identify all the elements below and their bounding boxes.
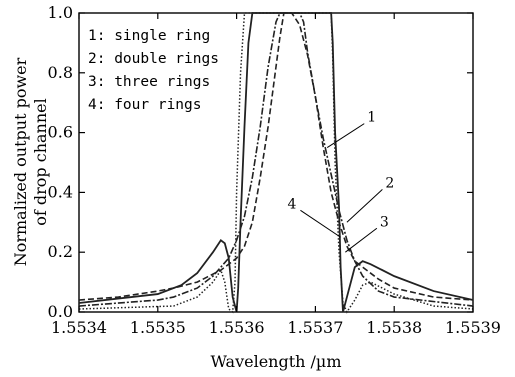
y-tick-label: 0.6	[48, 123, 73, 142]
annotation-leader-3	[345, 227, 378, 253]
annotation-label-2: 2	[385, 175, 394, 191]
legend-entry-2: 2: double rings	[88, 51, 219, 67]
x-tick-label: 1.5535	[130, 318, 186, 337]
legend-entry-1: 1: single ring	[88, 28, 210, 44]
y-tick-label: 0.0	[48, 302, 73, 321]
x-axis-label: Wavelength /µm	[210, 352, 341, 371]
y-axis-label: Normalized output power of drop channel	[11, 57, 50, 266]
y-tick-label: 0.4	[48, 182, 73, 201]
x-tick-label: 1.5538	[366, 318, 422, 337]
annotation-label-3: 3	[380, 214, 389, 230]
legend-entry-4: 4: four rings	[88, 97, 202, 113]
y-axis-label-line-1: Normalized output power	[11, 57, 30, 266]
annotation-leader-2	[346, 189, 383, 223]
annotation-label-4: 4	[288, 196, 297, 212]
legend: 1: single ring 2: double rings 3: three …	[88, 28, 219, 113]
x-tick-label: 1.5537	[287, 318, 343, 337]
tick-layer: 1.5534 1.5535 1.5536 1.5537 1.5538 1.5539 0.0 0…	[48, 3, 501, 337]
annotation-layer: 1 2 3 4	[288, 110, 394, 253]
annotation-leader-4	[300, 209, 341, 238]
annotation-leader-1	[326, 123, 365, 148]
series-line-4	[78, 12, 474, 314]
x-tick-label: 1.5536	[209, 318, 265, 337]
x-tick-label: 1.5534	[51, 318, 107, 337]
series-layer	[78, 12, 474, 314]
y-axis-label-line-2: of drop channel	[31, 98, 50, 226]
annotation-label-1: 1	[367, 110, 376, 126]
x-tick-label: 1.5539	[445, 318, 501, 337]
legend-entry-3: 3: three rings	[88, 74, 210, 90]
y-tick-label: 0.2	[48, 242, 73, 261]
y-tick-label: 1.0	[48, 3, 73, 22]
y-tick-label: 0.8	[48, 63, 73, 82]
series-line-3	[78, 12, 474, 313]
